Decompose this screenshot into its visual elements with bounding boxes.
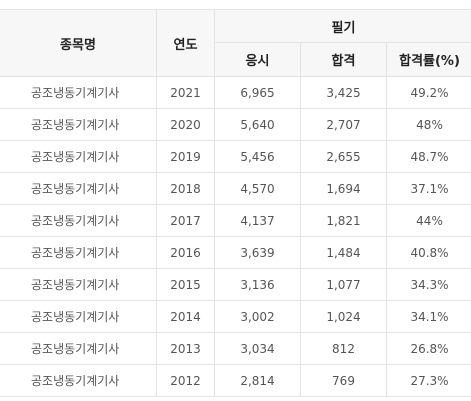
table-row: 공조냉동기계기사 2018 4,570 1,694 37.1% bbox=[0, 172, 471, 205]
cell-year: 2021 bbox=[156, 76, 215, 109]
pass-rate-table: 종목명 연도 필기 응시 합격 합격률(%) 공조냉동기계기사 2021 6,965… bbox=[0, 9, 471, 397]
cell-name: 공조냉동기계기사 bbox=[0, 236, 157, 269]
table-row: 공조냉동기계기사 2014 3,002 1,024 34.1% bbox=[0, 300, 471, 333]
cell-passed: 1,821 bbox=[300, 204, 387, 237]
table-header: 종목명 연도 필기 응시 합격 합격률(%) bbox=[0, 9, 471, 77]
header-applicants: 응시 bbox=[214, 42, 301, 77]
table-body: 공조냉동기계기사 2021 6,965 3,425 49.2% 공조냉동기계기사 2020 5… bbox=[0, 76, 471, 397]
cell-pass-rate: 48% bbox=[385, 108, 471, 141]
cell-name: 공조냉동기계기사 bbox=[0, 364, 157, 397]
cell-passed: 3,425 bbox=[300, 76, 387, 109]
cell-pass-rate: 27.3% bbox=[385, 364, 471, 397]
cell-passed: 1,024 bbox=[300, 300, 387, 333]
cell-passed: 769 bbox=[300, 364, 387, 397]
cell-pass-rate: 48.7% bbox=[385, 140, 471, 173]
cell-applicants: 2,814 bbox=[214, 364, 301, 397]
cell-pass-rate: 26.8% bbox=[385, 332, 471, 365]
cell-passed: 2,655 bbox=[300, 140, 387, 173]
cell-year: 2013 bbox=[156, 332, 215, 365]
cell-applicants: 4,570 bbox=[214, 172, 301, 205]
cell-applicants: 3,136 bbox=[214, 268, 301, 301]
cell-pass-rate: 34.1% bbox=[385, 300, 471, 333]
cell-passed: 2,707 bbox=[300, 108, 387, 141]
cell-applicants: 3,002 bbox=[214, 300, 301, 333]
header-row-top: 종목명 연도 필기 bbox=[0, 9, 471, 77]
cell-pass-rate: 37.1% bbox=[385, 172, 471, 205]
header-written-exam: 필기 bbox=[213, 9, 471, 43]
cell-applicants: 3,034 bbox=[214, 332, 301, 365]
cell-applicants: 3,639 bbox=[214, 236, 301, 269]
cell-passed: 1,694 bbox=[300, 172, 387, 205]
cell-applicants: 6,965 bbox=[214, 76, 301, 109]
header-name: 종목명 bbox=[0, 9, 157, 77]
cell-pass-rate: 49.2% bbox=[385, 76, 471, 109]
cell-applicants: 5,640 bbox=[214, 108, 301, 141]
cell-year: 2015 bbox=[156, 268, 215, 301]
cell-name: 공조냉동기계기사 bbox=[0, 300, 157, 333]
table-row: 공조냉동기계기사 2012 2,814 769 27.3% bbox=[0, 364, 471, 397]
cell-year: 2018 bbox=[156, 172, 215, 205]
cell-applicants: 4,137 bbox=[214, 204, 301, 237]
table-row: 공조냉동기계기사 2013 3,034 812 26.8% bbox=[0, 332, 471, 365]
cell-name: 공조냉동기계기사 bbox=[0, 76, 157, 109]
cell-pass-rate: 34.3% bbox=[385, 268, 471, 301]
cell-pass-rate: 40.8% bbox=[385, 236, 471, 269]
table-row: 공조냉동기계기사 2016 3,639 1,484 40.8% bbox=[0, 236, 471, 269]
cell-name: 공조냉동기계기사 bbox=[0, 108, 157, 141]
header-year: 연도 bbox=[156, 9, 215, 77]
cell-year: 2014 bbox=[156, 300, 215, 333]
header-passed: 합격 bbox=[300, 42, 387, 77]
cell-year: 2016 bbox=[156, 236, 215, 269]
cell-year: 2020 bbox=[156, 108, 215, 141]
header-row-sub: 응시 합격 합격률(%) bbox=[0, 42, 471, 77]
cell-passed: 1,484 bbox=[300, 236, 387, 269]
cell-year: 2017 bbox=[156, 204, 215, 237]
cell-year: 2012 bbox=[156, 364, 215, 397]
cell-name: 공조냉동기계기사 bbox=[0, 332, 157, 365]
cell-name: 공조냉동기계기사 bbox=[0, 140, 157, 173]
table-row: 공조냉동기계기사 2017 4,137 1,821 44% bbox=[0, 204, 471, 237]
header-pass-rate: 합격률(%) bbox=[385, 42, 471, 77]
cell-year: 2019 bbox=[156, 140, 215, 173]
cell-pass-rate: 44% bbox=[385, 204, 471, 237]
cell-name: 공조냉동기계기사 bbox=[0, 268, 157, 301]
cell-applicants: 5,456 bbox=[214, 140, 301, 173]
cell-passed: 812 bbox=[300, 332, 387, 365]
cell-name: 공조냉동기계기사 bbox=[0, 172, 157, 205]
cell-name: 공조냉동기계기사 bbox=[0, 204, 157, 237]
table-row: 공조냉동기계기사 2019 5,456 2,655 48.7% bbox=[0, 140, 471, 173]
cell-passed: 1,077 bbox=[300, 268, 387, 301]
table-row: 공조냉동기계기사 2020 5,640 2,707 48% bbox=[0, 108, 471, 141]
table-row: 공조냉동기계기사 2021 6,965 3,425 49.2% bbox=[0, 76, 471, 109]
table-row: 공조냉동기계기사 2015 3,136 1,077 34.3% bbox=[0, 268, 471, 301]
